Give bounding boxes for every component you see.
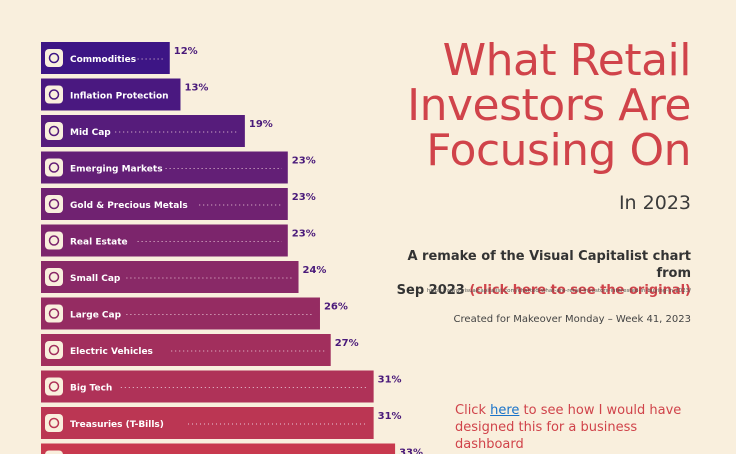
real-estate-icon — [45, 231, 63, 250]
small-cap-icon-glyph — [48, 271, 60, 283]
value-label: 31% — [378, 411, 402, 422]
value-label: 19% — [249, 119, 273, 130]
unknown-icon — [45, 450, 63, 454]
inflation-protection-icon — [45, 85, 63, 104]
title-line: Focusing On — [426, 125, 691, 176]
bar-small-cap — [41, 261, 299, 293]
mid-cap-icon-glyph — [48, 125, 60, 137]
category-label: Electric Vehicles — [70, 347, 153, 357]
bar-large-cap — [41, 297, 320, 330]
dashboard-suffix: to see how I would have designed this fo… — [455, 403, 682, 452]
commodities-icon-glyph — [48, 52, 60, 64]
page-title: What Retail Investors Are Focusing On — [331, 38, 691, 173]
gold-icon-glyph — [48, 198, 60, 210]
gold-icon — [45, 195, 63, 213]
remake-line-1: A remake of the Visual Capitalist chart … — [407, 249, 691, 281]
category-label: Big Tech — [70, 384, 112, 394]
bar-mid-cap — [41, 115, 245, 147]
source-url[interactable]: https://www.visualcapitalist.com/charted… — [426, 288, 691, 294]
title-line: Investors Are — [407, 80, 691, 131]
bar-big-tech — [41, 370, 374, 403]
electric-vehicles-icon-glyph — [48, 344, 60, 356]
category-label: Gold & Precious Metals — [70, 201, 188, 211]
commodities-icon — [45, 49, 63, 67]
value-label: 31% — [378, 375, 402, 386]
category-label: Commodities — [70, 55, 136, 65]
real-estate-icon-glyph — [48, 235, 60, 246]
value-label: 23% — [292, 229, 316, 240]
large-cap-icon — [45, 304, 63, 323]
small-cap-icon — [45, 268, 63, 286]
bar-emerging-markets — [41, 151, 288, 184]
created-note: Created for Makeover Monday – Week 41, 2… — [453, 314, 691, 325]
emerging-markets-icon-glyph — [48, 162, 60, 173]
value-label: 27% — [335, 338, 359, 349]
title-line: What Retail — [442, 35, 692, 86]
dashboard-link[interactable]: here — [490, 403, 520, 418]
category-label: Inflation Protection — [70, 92, 169, 102]
bar-electric-vehicles — [41, 334, 331, 366]
value-label: 23% — [292, 192, 316, 203]
dashboard-note: Click here to see how I would have desig… — [455, 402, 687, 453]
category-label: Treasuries (T-Bills) — [70, 420, 164, 430]
category-label: Large Cap — [70, 311, 122, 321]
remake-line-2: Sep 2023 — [396, 283, 470, 298]
electric-vehicles-icon — [45, 341, 63, 359]
category-label: Emerging Markets — [70, 165, 163, 175]
value-label: 12% — [174, 46, 198, 57]
value-label: 23% — [292, 156, 316, 167]
remake-note: A remake of the Visual Capitalist chart … — [391, 248, 691, 299]
treasuries-icon-glyph — [48, 417, 60, 429]
big-tech-icon-glyph — [48, 381, 60, 392]
bar-unlabeled — [41, 443, 396, 454]
category-label: Mid Cap — [70, 128, 111, 138]
treasuries-icon — [45, 414, 63, 432]
emerging-markets-icon — [45, 158, 63, 177]
category-label: Real Estate — [70, 238, 128, 248]
bar-gold-precious-metals — [41, 188, 288, 220]
large-cap-icon-glyph — [48, 308, 60, 319]
value-label: 24% — [303, 265, 327, 276]
dashboard-prefix: Click — [455, 403, 491, 418]
bar-treasuries-t-bills- — [41, 407, 374, 439]
bar-inflation-protection — [41, 78, 181, 111]
mid-cap-icon — [45, 122, 63, 140]
original-chart-link[interactable]: (click here to see the original) — [469, 283, 691, 298]
value-label: 33% — [399, 448, 423, 454]
category-label: Small Cap — [70, 274, 121, 284]
year-label: In 2023 — [618, 192, 691, 214]
inflation-protection-icon-glyph — [48, 89, 60, 100]
value-label: 26% — [324, 302, 348, 313]
value-label: 13% — [184, 83, 208, 94]
bar-real-estate — [41, 224, 288, 257]
big-tech-icon — [45, 377, 63, 396]
